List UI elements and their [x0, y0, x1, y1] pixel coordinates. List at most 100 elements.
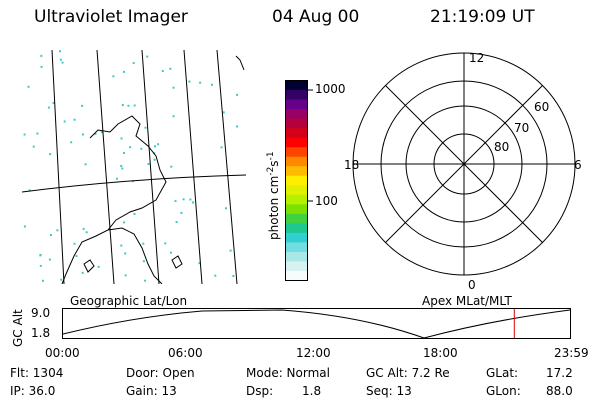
gain-value: Gain: 13 — [126, 384, 177, 398]
noise-dot — [172, 86, 175, 89]
colorbar-unit-label: photon cm-2s-1 — [266, 151, 281, 240]
noise-dot — [180, 211, 183, 214]
mlt-label-12: 12 — [469, 51, 484, 65]
noise-dot — [39, 254, 42, 257]
noise-dot — [214, 274, 217, 277]
noise-dot — [174, 200, 177, 203]
noise-dot — [154, 145, 156, 148]
noise-dot — [129, 146, 132, 149]
glat-value: 17.2 — [546, 366, 573, 380]
polar-plot: 12 18 6 0 60 70 80 — [344, 51, 582, 290]
noise-dot — [164, 242, 167, 245]
noise-dot — [146, 55, 149, 58]
noise-dot — [39, 264, 42, 267]
noise-dot — [170, 165, 173, 168]
dsp-value: 1.8 — [302, 384, 322, 398]
noise-dot — [50, 234, 52, 236]
noise-dot — [23, 133, 26, 136]
noise-dot — [49, 153, 52, 156]
seq-value: Seq: 13 — [366, 384, 412, 398]
meridian-lines — [51, 50, 238, 284]
colorbar-cell — [285, 118, 308, 129]
altitude-xtick-2: 12:00 — [296, 346, 331, 360]
latitude-line — [22, 174, 247, 193]
lat-label-60: 60 — [534, 100, 549, 114]
colorbar-cell — [285, 185, 308, 196]
noise-dot — [84, 163, 87, 166]
colorbar-cell — [285, 213, 308, 224]
geographic-caption: Geographic Lat/Lon — [70, 294, 188, 308]
noise-dot — [94, 132, 97, 135]
altitude-ylabel: GC Alt — [11, 309, 25, 347]
noise-dot — [198, 262, 201, 265]
noise-dot — [120, 137, 123, 140]
noise-dot — [121, 104, 124, 106]
altitude-xtick-1: 06:00 — [168, 346, 203, 360]
noise-dot — [153, 158, 156, 161]
glon-label: GLon: — [486, 384, 521, 398]
noise-dot — [75, 255, 78, 258]
noise-dot — [236, 93, 239, 96]
noise-dot — [59, 58, 62, 61]
colorbar-cell — [285, 90, 308, 101]
colorbar-cell — [285, 109, 308, 120]
noise-dot — [42, 279, 44, 282]
mlt-label-0: 0 — [468, 278, 476, 290]
altitude-ytick-high: 9.0 — [31, 306, 51, 320]
altitude-xtick-0: 00:00 — [45, 346, 80, 360]
noise-dot — [133, 104, 136, 107]
door-status: Door: Open — [126, 366, 195, 380]
glon-value: 88.0 — [546, 384, 573, 398]
coastline — [61, 55, 245, 284]
noise-dot — [123, 151, 125, 154]
noise-speckle — [23, 50, 239, 282]
noise-dot — [220, 146, 223, 149]
colorbar-cell — [285, 147, 308, 158]
noise-dot — [47, 106, 50, 109]
colorbar-cell — [285, 251, 308, 262]
noise-dot — [169, 251, 172, 254]
noise-dot — [189, 198, 192, 201]
noise-dot — [73, 118, 76, 121]
noise-dot — [120, 165, 123, 167]
colorbar-cell — [285, 80, 308, 91]
colorbar-cell — [285, 223, 308, 234]
noise-dot — [132, 62, 135, 65]
lat-label-80: 80 — [494, 140, 509, 154]
noise-dot — [40, 65, 43, 68]
altitude-xtick-4: 23:59 — [554, 346, 589, 360]
colorbar-cell — [285, 166, 308, 177]
noise-dot — [32, 145, 35, 148]
noise-dot — [27, 85, 30, 88]
noise-dot — [142, 242, 145, 245]
altitude-xtick-3: 18:00 — [423, 346, 458, 360]
noise-dot — [52, 101, 55, 104]
noise-dot — [100, 131, 103, 134]
noise-dot — [236, 125, 238, 128]
noise-dot — [97, 265, 100, 268]
lat-label-70: 70 — [514, 121, 529, 135]
noise-dot — [70, 141, 73, 144]
colorbar-cell — [285, 270, 308, 281]
mode-value: Mode: Normal — [246, 366, 330, 380]
noise-dot — [175, 221, 178, 223]
noise-dot — [144, 279, 147, 282]
gc-alt-value: GC Alt: 7.2 Re — [366, 366, 450, 380]
altitude-curve — [62, 309, 571, 339]
colorbar-cell — [285, 175, 308, 186]
noise-dot — [182, 198, 185, 201]
noise-dot — [85, 231, 88, 234]
colorbar-cell — [285, 242, 308, 253]
colorbar-cell — [285, 156, 308, 167]
noise-dot — [144, 126, 147, 129]
colorbar-cell — [285, 204, 308, 215]
noise-dot — [199, 81, 202, 84]
noise-dot — [121, 167, 124, 170]
noise-dot — [229, 249, 232, 252]
noise-dot — [161, 70, 164, 72]
time-label: 21:19:09 UT — [430, 7, 535, 27]
noise-dot — [120, 244, 123, 247]
mlt-label-18: 18 — [344, 158, 359, 172]
colorbar-tick-high: 1000 — [315, 82, 346, 96]
noise-dot — [81, 104, 84, 107]
